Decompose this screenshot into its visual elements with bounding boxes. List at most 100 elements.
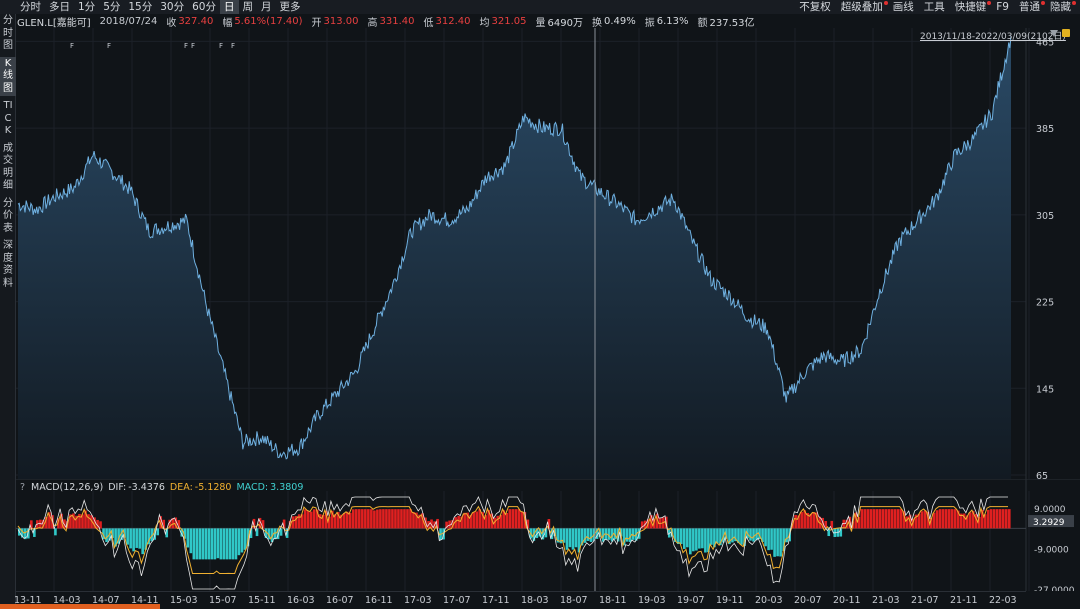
- macd-histogram-bar: [45, 517, 48, 529]
- toolbar-button[interactable]: 工具: [919, 0, 950, 14]
- macd-histogram-bar: [147, 528, 150, 545]
- macd-histogram-bar: [953, 509, 957, 529]
- macd-histogram-bar: [920, 511, 924, 529]
- sidebar-tab[interactable]: 深度资料: [0, 239, 16, 291]
- period-tab[interactable]: 周: [242, 1, 254, 13]
- sidebar-tab[interactable]: TICK: [0, 99, 16, 139]
- period-tab[interactable]: 月: [261, 1, 272, 13]
- macd-histogram-bar: [267, 528, 271, 540]
- period-tab[interactable]: 15分: [128, 1, 153, 13]
- macd-histogram-bar: [222, 528, 226, 560]
- macd-histogram-bar: [315, 509, 319, 529]
- macd-histogram-bar: [800, 512, 803, 529]
- macd-histogram-bar: [409, 509, 412, 529]
- macd-histogram-bar: [403, 509, 406, 529]
- sidebar-tab[interactable]: K线图: [0, 56, 16, 96]
- macd-chart[interactable]: 9.0000 -9.0000 -27.0000 3.2929: [16, 479, 1080, 591]
- period-tab[interactable]: 60分: [192, 1, 216, 13]
- notification-dot-icon: [1072, 1, 1076, 5]
- macd-histogram-bar: [983, 514, 987, 529]
- period-tab[interactable]: 1分: [78, 1, 96, 13]
- macd-histogram-bar: [875, 509, 879, 529]
- symbol-label: GLEN.L[嘉能可]: [17, 17, 91, 29]
- sidebar-tab[interactable]: 分价表: [0, 197, 16, 237]
- left-sidebar: 分时图 K线图 TICK 成交明细分价表深度资料: [0, 14, 16, 609]
- avg-label: 均: [479, 17, 490, 29]
- macd-histogram-bar: [860, 509, 864, 529]
- notification-dot-icon: [1041, 1, 1045, 5]
- notification-dot-icon: [987, 1, 992, 5]
- macd-histogram-bar: [264, 528, 268, 539]
- status-strip: [0, 604, 160, 609]
- macd-histogram-bar: [968, 512, 972, 529]
- period-tab[interactable]: 30分: [160, 1, 185, 13]
- macd-histogram-bar: [842, 519, 846, 529]
- amplitude-label: 振: [644, 17, 655, 29]
- macd-histogram-bar: [400, 509, 403, 529]
- toolbar-button[interactable]: 普通: [1014, 0, 1045, 14]
- macd-histogram-bar: [896, 509, 900, 529]
- close-value: 327.40: [178, 15, 214, 27]
- period-tab[interactable]: 日: [220, 0, 239, 14]
- lock-icon[interactable]: [1062, 29, 1070, 37]
- x-axis: 13-11 14-03 14-07 14-11 15-03 15-07 15-11 16-03…: [14, 591, 1080, 609]
- period-tab[interactable]: 5分: [103, 1, 121, 13]
- dea-label: DEA:: [169, 481, 193, 493]
- change-value: 5.61%(17.40): [234, 15, 303, 27]
- macd-histogram-bar: [198, 528, 202, 560]
- macd-histogram-bar: [388, 509, 391, 529]
- date-range-link[interactable]: 2013/11/18-2022/03/09(2102日): [920, 32, 1066, 42]
- macd-histogram-bar: [114, 528, 117, 547]
- macd-histogram-bar: [704, 528, 707, 553]
- macd-histogram-bar: [830, 520, 834, 529]
- macd-histogram-bar: [213, 528, 217, 560]
- macd-histogram-bar: [980, 509, 984, 529]
- macd-histogram-bar: [872, 509, 876, 529]
- macd-histogram-bar: [631, 528, 635, 540]
- macd-histogram-bar: [117, 528, 120, 544]
- period-tab[interactable]: 更多: [279, 1, 301, 13]
- macd-histogram-bar: [216, 528, 220, 559]
- dropdown-triangle-icon[interactable]: [1050, 29, 1058, 37]
- macd-histogram-bar: [312, 509, 316, 529]
- macd-histogram-bar: [514, 509, 518, 529]
- toolbar-button[interactable]: 隐藏: [1045, 0, 1076, 14]
- period-tab[interactable]: 多日: [49, 1, 70, 13]
- macd-y-tick-label: -9.0000: [1034, 546, 1069, 556]
- x-tick-label: 14-03: [53, 595, 81, 606]
- macd-histogram-bar: [794, 515, 797, 529]
- toolbar-button[interactable]: 不复权: [794, 0, 836, 14]
- x-tick-label: 16-07: [326, 595, 354, 606]
- macd-histogram-bar: [57, 518, 60, 529]
- toolbar-button[interactable]: 快捷键: [950, 0, 992, 14]
- macd-histogram-bar: [132, 528, 135, 552]
- toolbar-button[interactable]: F9: [991, 0, 1014, 14]
- macd-histogram-bar: [785, 528, 788, 543]
- macd-histogram-bar: [950, 509, 954, 529]
- period-tab[interactable]: 分时: [20, 1, 41, 13]
- macd-histogram-bar: [168, 519, 172, 529]
- macd-histogram-bar: [78, 513, 81, 529]
- change-label: 幅: [222, 17, 233, 29]
- sidebar-tab[interactable]: 成交明细: [0, 142, 16, 194]
- macd-histogram-bar: [971, 510, 975, 529]
- macd-histogram-bar: [562, 528, 566, 543]
- macd-histogram-bar: [713, 528, 716, 548]
- macd-histogram-bar: [21, 528, 24, 538]
- macd-histogram-bar: [520, 511, 524, 529]
- macd-histogram-bar: [613, 528, 617, 540]
- x-tick-label: 16-03: [287, 595, 315, 606]
- macd-histogram-bar: [484, 515, 488, 529]
- toolbar-button[interactable]: 超级叠加: [836, 0, 888, 14]
- toolbar-button[interactable]: 画线: [888, 0, 919, 14]
- help-icon[interactable]: ?: [20, 481, 26, 493]
- macd-histogram-bar: [752, 528, 755, 542]
- macd-title: MACD(12,26,9): [31, 481, 104, 493]
- sidebar-tab[interactable]: 分时图: [0, 14, 16, 54]
- macd-histogram-bar: [917, 513, 921, 529]
- macd-histogram-bar: [779, 528, 782, 557]
- macd-histogram-bar: [806, 512, 809, 529]
- macd-histogram-bar: [258, 517, 262, 529]
- macd-histogram-bar: [595, 528, 599, 539]
